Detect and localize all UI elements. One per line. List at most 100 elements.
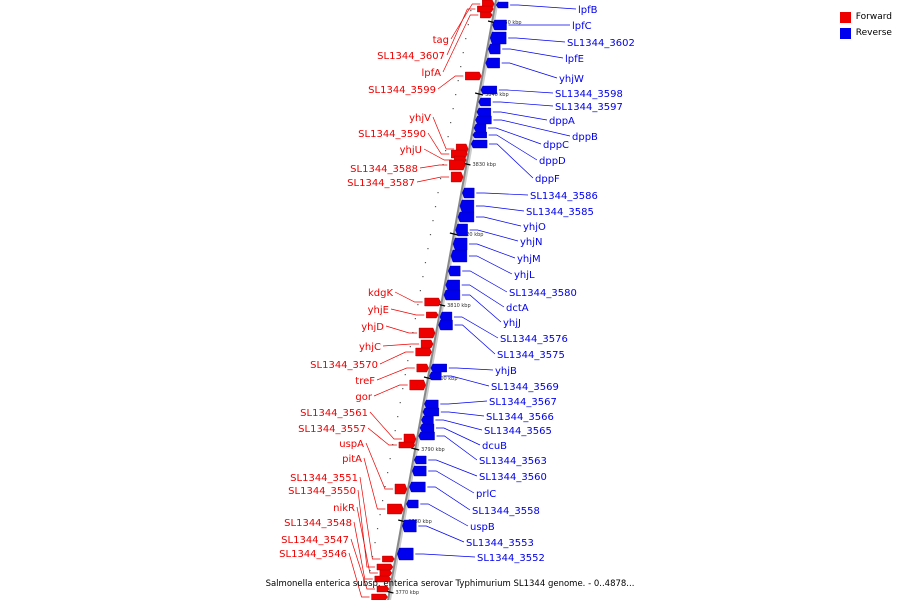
forward-gene-label[interactable]: SL1344_3587 (347, 178, 415, 189)
reverse-gene-label[interactable]: dppB (572, 132, 598, 143)
forward-gene-glyph[interactable] (480, 11, 493, 19)
reverse-gene-label[interactable]: yhjM (517, 254, 541, 265)
forward-gene-label[interactable]: gor (355, 392, 372, 403)
reverse-gene-label[interactable]: uspB (470, 522, 495, 533)
reverse-gene-glyph[interactable] (445, 279, 460, 291)
reverse-gene-label[interactable]: lpfE (565, 54, 584, 65)
forward-gene-label[interactable]: SL1344_3570 (310, 360, 378, 371)
reverse-gene-glyph[interactable] (478, 97, 491, 107)
forward-gene-label[interactable]: SL1344_3548 (284, 518, 352, 529)
forward-gene-glyph[interactable] (376, 563, 394, 571)
reverse-gene-label[interactable]: dctA (506, 303, 529, 314)
reverse-gene-glyph[interactable] (452, 237, 468, 251)
reverse-gene-glyph[interactable] (397, 547, 414, 561)
forward-gene-glyph[interactable] (426, 311, 439, 319)
reverse-gene-glyph[interactable] (459, 199, 475, 213)
reverse-gene-glyph[interactable] (443, 289, 461, 301)
forward-gene-label[interactable]: SL1344_3547 (281, 535, 349, 546)
reverse-gene-label[interactable]: SL1344_3558 (472, 506, 540, 517)
forward-gene-label[interactable]: SL1344_3561 (300, 408, 368, 419)
forward-gene-label[interactable]: pitA (342, 454, 362, 465)
reverse-gene-label[interactable]: dppC (543, 140, 569, 151)
forward-gene-glyph[interactable] (379, 569, 393, 577)
forward-gene-label[interactable]: yhjC (359, 342, 381, 353)
forward-gene-label[interactable]: SL1344_3557 (298, 424, 366, 435)
forward-gene-label[interactable]: SL1344_3590 (358, 129, 426, 140)
reverse-gene-glyph[interactable] (476, 107, 492, 117)
reverse-gene-glyph[interactable] (462, 187, 475, 199)
reverse-gene-label[interactable]: lpfC (572, 21, 592, 32)
reverse-gene-glyph[interactable] (424, 399, 439, 409)
forward-gene-glyph[interactable] (477, 5, 494, 13)
reverse-gene-label[interactable]: yhjW (559, 74, 584, 85)
reverse-gene-glyph[interactable] (421, 415, 434, 425)
reverse-gene-glyph[interactable] (495, 1, 509, 9)
reverse-gene-glyph[interactable] (402, 519, 417, 533)
reverse-gene-label[interactable]: dppD (539, 156, 566, 167)
forward-gene-glyph[interactable] (450, 171, 464, 183)
forward-gene-label[interactable]: tag (433, 35, 449, 46)
forward-gene-label[interactable]: SL1344_3551 (290, 473, 358, 484)
forward-gene-glyph[interactable] (465, 71, 482, 81)
forward-gene-label[interactable]: nikR (333, 503, 355, 514)
forward-gene-label[interactable]: yhjV (409, 113, 431, 124)
forward-gene-glyph[interactable] (394, 483, 408, 495)
forward-gene-label[interactable]: SL1344_3588 (350, 164, 418, 175)
reverse-gene-glyph[interactable] (450, 249, 468, 263)
reverse-gene-label[interactable]: lpfB (578, 5, 598, 16)
reverse-gene-glyph[interactable] (480, 85, 497, 95)
reverse-gene-glyph[interactable] (485, 57, 500, 69)
forward-gene-glyph[interactable] (376, 585, 390, 593)
reverse-gene-label[interactable]: yhjN (520, 237, 543, 248)
reverse-gene-glyph[interactable] (429, 371, 442, 381)
forward-gene-label[interactable]: yhjU (400, 145, 422, 156)
reverse-gene-glyph[interactable] (487, 43, 501, 55)
reverse-gene-label[interactable]: SL1344_3598 (555, 89, 623, 100)
forward-gene-label[interactable]: kdgK (368, 288, 393, 299)
reverse-gene-label[interactable]: SL1344_3585 (526, 207, 594, 218)
reverse-gene-glyph[interactable] (448, 265, 461, 277)
reverse-gene-glyph[interactable] (472, 131, 487, 139)
forward-gene-label[interactable]: SL1344_3607 (377, 51, 445, 62)
forward-gene-glyph[interactable] (398, 441, 416, 449)
reverse-gene-glyph[interactable] (406, 499, 419, 509)
forward-gene-glyph[interactable] (424, 297, 441, 307)
forward-gene-glyph[interactable] (374, 575, 392, 583)
reverse-gene-glyph[interactable] (430, 363, 447, 373)
reverse-gene-label[interactable]: SL1344_3576 (500, 334, 568, 345)
reverse-gene-label[interactable]: SL1344_3553 (466, 538, 534, 549)
reverse-gene-label[interactable]: SL1344_3563 (479, 456, 547, 467)
reverse-gene-label[interactable]: dppF (535, 174, 560, 185)
reverse-gene-glyph[interactable] (455, 223, 468, 237)
forward-gene-label[interactable]: lpfA (422, 68, 442, 79)
reverse-gene-label[interactable]: SL1344_3565 (484, 426, 552, 437)
reverse-gene-glyph[interactable] (473, 123, 487, 133)
forward-gene-glyph[interactable] (387, 503, 404, 515)
forward-gene-label[interactable]: yhjD (361, 322, 384, 333)
reverse-gene-glyph[interactable] (470, 139, 488, 149)
forward-gene-glyph[interactable] (371, 593, 388, 600)
reverse-gene-label[interactable]: SL1344_3597 (555, 102, 623, 113)
reverse-gene-label[interactable]: yhjB (495, 366, 517, 377)
reverse-gene-label[interactable]: yhjO (523, 222, 546, 233)
reverse-gene-glyph[interactable] (419, 423, 435, 433)
forward-gene-glyph[interactable] (382, 555, 395, 563)
forward-gene-label[interactable]: treF (355, 376, 375, 387)
forward-gene-glyph[interactable] (409, 379, 426, 391)
forward-gene-label[interactable]: uspA (339, 439, 364, 450)
reverse-gene-label[interactable]: dcuB (482, 441, 507, 452)
forward-gene-glyph[interactable] (420, 339, 434, 349)
reverse-gene-label[interactable]: yhjJ (503, 318, 521, 329)
forward-gene-glyph[interactable] (415, 347, 432, 357)
reverse-gene-glyph[interactable] (475, 115, 492, 125)
reverse-gene-glyph[interactable] (489, 31, 507, 45)
reverse-gene-label[interactable]: SL1344_3566 (486, 412, 554, 423)
reverse-gene-label[interactable]: SL1344_3567 (489, 397, 557, 408)
reverse-gene-glyph[interactable] (492, 19, 507, 31)
reverse-gene-label[interactable]: SL1344_3575 (497, 350, 565, 361)
reverse-gene-glyph[interactable] (413, 455, 427, 465)
reverse-gene-glyph[interactable] (418, 431, 435, 441)
forward-gene-glyph[interactable] (418, 327, 436, 339)
forward-gene-label[interactable]: SL1344_3599 (368, 85, 436, 96)
forward-gene-glyph[interactable] (449, 159, 466, 171)
